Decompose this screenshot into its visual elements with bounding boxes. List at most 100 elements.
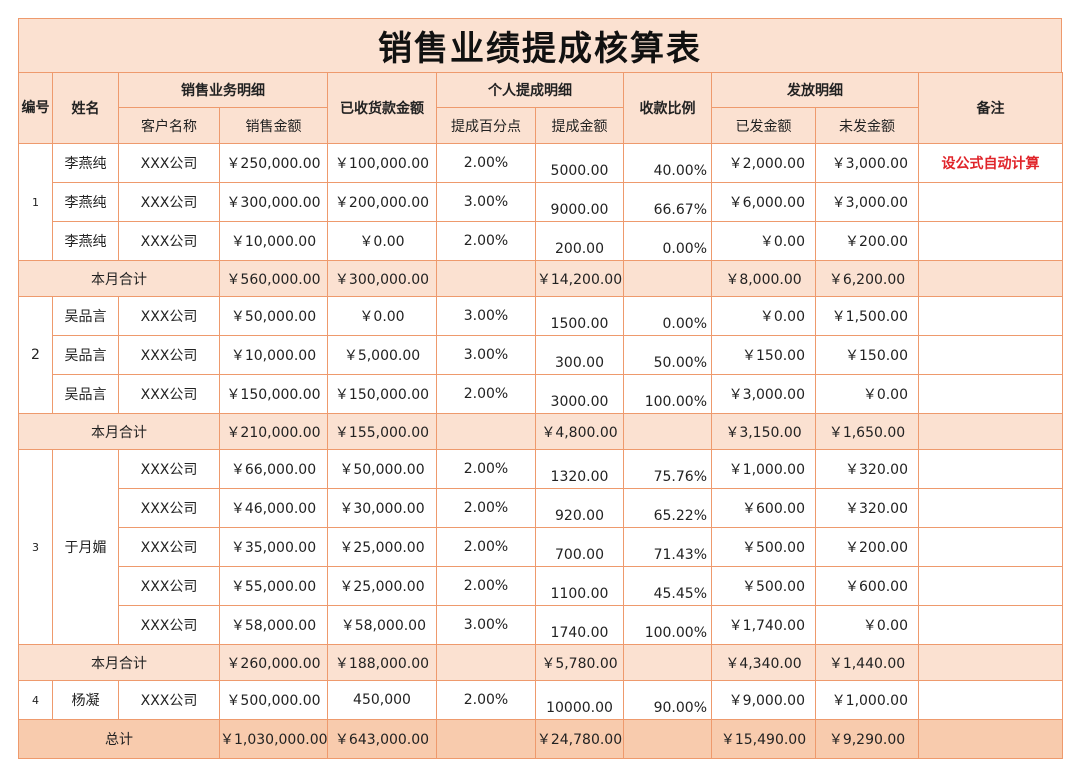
cell-paid[interactable]: ￥1,740.00	[711, 605, 816, 645]
cell-received[interactable]: ￥200,000.00	[327, 182, 437, 222]
cell-commission[interactable]: 1320.00	[535, 449, 624, 489]
cell-sales[interactable]: ￥10,000.00	[219, 335, 328, 375]
cell-sales[interactable]: ￥46,000.00	[219, 488, 328, 528]
cell-pct[interactable]: 2.00%	[436, 143, 536, 183]
cell-ratio[interactable]: 100.00%	[623, 374, 712, 414]
cell-ratio[interactable]: 100.00%	[623, 605, 712, 645]
cell-paid[interactable]: ￥0.00	[711, 221, 816, 261]
cell-commission[interactable]: 200.00	[535, 221, 624, 261]
cell-sales[interactable]: ￥250,000.00	[219, 143, 328, 183]
cell-name[interactable]: 于月媚	[52, 449, 119, 645]
cell-commission[interactable]: 700.00	[535, 527, 624, 567]
cell-pct[interactable]: 3.00%	[436, 335, 536, 375]
cell-ratio[interactable]: 0.00%	[623, 221, 712, 261]
cell-paid[interactable]: ￥6,000.00	[711, 182, 816, 222]
cell-unpaid[interactable]: ￥150.00	[815, 335, 919, 375]
cell-unpaid[interactable]: ￥3,000.00	[815, 143, 919, 183]
cell-pct[interactable]: 2.00%	[436, 449, 536, 489]
cell-ratio[interactable]: 45.45%	[623, 566, 712, 606]
cell-name[interactable]: 李燕纯	[52, 143, 119, 183]
cell-customer[interactable]: XXX公司	[118, 605, 220, 645]
cell-name[interactable]: 李燕纯	[52, 182, 119, 222]
cell-sales[interactable]: ￥150,000.00	[219, 374, 328, 414]
cell-remark[interactable]	[918, 527, 1063, 567]
cell-remark[interactable]	[918, 335, 1063, 375]
cell-received[interactable]: ￥150,000.00	[327, 374, 437, 414]
cell-pct[interactable]: 2.00%	[436, 488, 536, 528]
cell-remark[interactable]	[918, 488, 1063, 528]
cell-paid[interactable]: ￥3,000.00	[711, 374, 816, 414]
cell-commission[interactable]: 10000.00	[535, 680, 624, 720]
cell-received[interactable]: ￥0.00	[327, 221, 437, 261]
cell-pct[interactable]: 3.00%	[436, 605, 536, 645]
cell-sales[interactable]: ￥66,000.00	[219, 449, 328, 489]
cell-commission[interactable]: 1100.00	[535, 566, 624, 606]
cell-unpaid[interactable]: ￥1,000.00	[815, 680, 919, 720]
cell-remark[interactable]: 设公式自动计算	[918, 143, 1063, 183]
cell-paid[interactable]: ￥500.00	[711, 566, 816, 606]
cell-commission[interactable]: 1500.00	[535, 296, 624, 336]
cell-received[interactable]: ￥25,000.00	[327, 527, 437, 567]
cell-remark[interactable]	[918, 449, 1063, 489]
cell-pct[interactable]: 3.00%	[436, 296, 536, 336]
cell-commission[interactable]: 3000.00	[535, 374, 624, 414]
cell-received[interactable]: ￥30,000.00	[327, 488, 437, 528]
cell-received[interactable]: ￥100,000.00	[327, 143, 437, 183]
cell-name[interactable]: 吴品言	[52, 296, 119, 336]
cell-commission[interactable]: 300.00	[535, 335, 624, 375]
cell-unpaid[interactable]: ￥0.00	[815, 605, 919, 645]
cell-sales[interactable]: ￥58,000.00	[219, 605, 328, 645]
cell-paid[interactable]: ￥1,000.00	[711, 449, 816, 489]
cell-remark[interactable]	[918, 182, 1063, 222]
cell-remark[interactable]	[918, 566, 1063, 606]
cell-ratio[interactable]: 75.76%	[623, 449, 712, 489]
cell-customer[interactable]: XXX公司	[118, 335, 220, 375]
cell-ratio[interactable]: 65.22%	[623, 488, 712, 528]
cell-received[interactable]: ￥5,000.00	[327, 335, 437, 375]
cell-ratio[interactable]: 0.00%	[623, 296, 712, 336]
cell-name[interactable]: 杨凝	[52, 680, 119, 720]
cell-unpaid[interactable]: ￥600.00	[815, 566, 919, 606]
cell-commission[interactable]: 920.00	[535, 488, 624, 528]
cell-name[interactable]: 吴品言	[52, 335, 119, 375]
cell-remark[interactable]	[918, 221, 1063, 261]
cell-sales[interactable]: ￥300,000.00	[219, 182, 328, 222]
cell-remark[interactable]	[918, 605, 1063, 645]
cell-pct[interactable]: 2.00%	[436, 527, 536, 567]
cell-customer[interactable]: XXX公司	[118, 449, 220, 489]
cell-ratio[interactable]: 50.00%	[623, 335, 712, 375]
cell-sales[interactable]: ￥500,000.00	[219, 680, 328, 720]
cell-paid[interactable]: ￥0.00	[711, 296, 816, 336]
cell-customer[interactable]: XXX公司	[118, 143, 220, 183]
cell-remark[interactable]	[918, 680, 1063, 720]
cell-sales[interactable]: ￥35,000.00	[219, 527, 328, 567]
cell-sales[interactable]: ￥50,000.00	[219, 296, 328, 336]
cell-unpaid[interactable]: ￥320.00	[815, 488, 919, 528]
cell-customer[interactable]: XXX公司	[118, 488, 220, 528]
cell-commission[interactable]: 5000.00	[535, 143, 624, 183]
cell-customer[interactable]: XXX公司	[118, 182, 220, 222]
cell-sales[interactable]: ￥10,000.00	[219, 221, 328, 261]
cell-pct[interactable]: 2.00%	[436, 566, 536, 606]
cell-remark[interactable]	[918, 296, 1063, 336]
cell-ratio[interactable]: 71.43%	[623, 527, 712, 567]
cell-pct[interactable]: 3.00%	[436, 182, 536, 222]
cell-commission[interactable]: 1740.00	[535, 605, 624, 645]
cell-received[interactable]: ￥50,000.00	[327, 449, 437, 489]
cell-pct[interactable]: 2.00%	[436, 680, 536, 720]
cell-unpaid[interactable]: ￥3,000.00	[815, 182, 919, 222]
cell-paid[interactable]: ￥2,000.00	[711, 143, 816, 183]
cell-customer[interactable]: XXX公司	[118, 680, 220, 720]
cell-unpaid[interactable]: ￥320.00	[815, 449, 919, 489]
cell-name[interactable]: 吴品言	[52, 374, 119, 414]
cell-unpaid[interactable]: ￥0.00	[815, 374, 919, 414]
cell-received[interactable]: ￥0.00	[327, 296, 437, 336]
cell-paid[interactable]: ￥9,000.00	[711, 680, 816, 720]
cell-paid[interactable]: ￥500.00	[711, 527, 816, 567]
cell-unpaid[interactable]: ￥200.00	[815, 221, 919, 261]
cell-received[interactable]: ￥25,000.00	[327, 566, 437, 606]
cell-customer[interactable]: XXX公司	[118, 527, 220, 567]
cell-sales[interactable]: ￥55,000.00	[219, 566, 328, 606]
cell-unpaid[interactable]: ￥1,500.00	[815, 296, 919, 336]
cell-received[interactable]: 450,000	[327, 680, 437, 720]
